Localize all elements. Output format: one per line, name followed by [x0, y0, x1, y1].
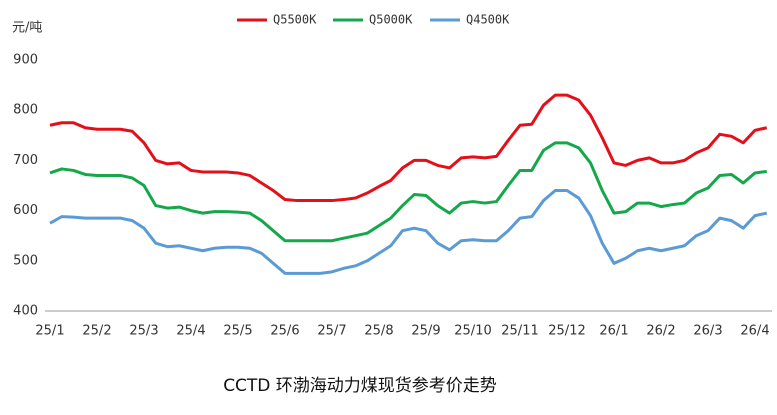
y-tick-label: 700 [13, 153, 38, 168]
x-tick-label: 25/11 [501, 324, 538, 339]
y-tick-label: 900 [13, 53, 38, 68]
x-tick-label: 25/10 [454, 324, 491, 339]
series-line [49, 141, 767, 243]
x-tick-label: 25/12 [548, 324, 585, 339]
y-tick-label: 600 [13, 203, 38, 218]
y-axis-label: 元/吨 [12, 21, 42, 36]
x-tick-label: 26/1 [599, 324, 628, 339]
x-tick-label: 25/5 [223, 324, 252, 339]
legend-label: Q5000K [369, 13, 413, 27]
x-tick-label: 25/1 [35, 324, 64, 339]
x-tick-label: 25/6 [270, 324, 299, 339]
x-tick-label: 25/2 [82, 324, 111, 339]
series-line [49, 93, 768, 203]
x-tick-label: 25/4 [176, 324, 205, 339]
series-line [49, 189, 768, 275]
legend-label: Q4500K [466, 13, 510, 27]
x-tick-label: 26/2 [646, 324, 675, 339]
y-tick-label: 400 [13, 304, 38, 319]
x-tick-label: 25/8 [364, 324, 393, 339]
legend-label: Q5500K [273, 13, 317, 27]
y-tick-label: 500 [13, 253, 38, 268]
chart-title: CCTD 环渤海动力煤现货参考价走势 [223, 376, 497, 396]
x-tick-label: 25/9 [411, 324, 440, 339]
x-tick-label: 26/3 [693, 324, 722, 339]
x-tick-label: 26/4 [740, 324, 769, 339]
x-tick-label: 25/7 [317, 324, 346, 339]
y-tick-label: 800 [13, 103, 38, 118]
x-tick-label: 25/3 [129, 324, 158, 339]
